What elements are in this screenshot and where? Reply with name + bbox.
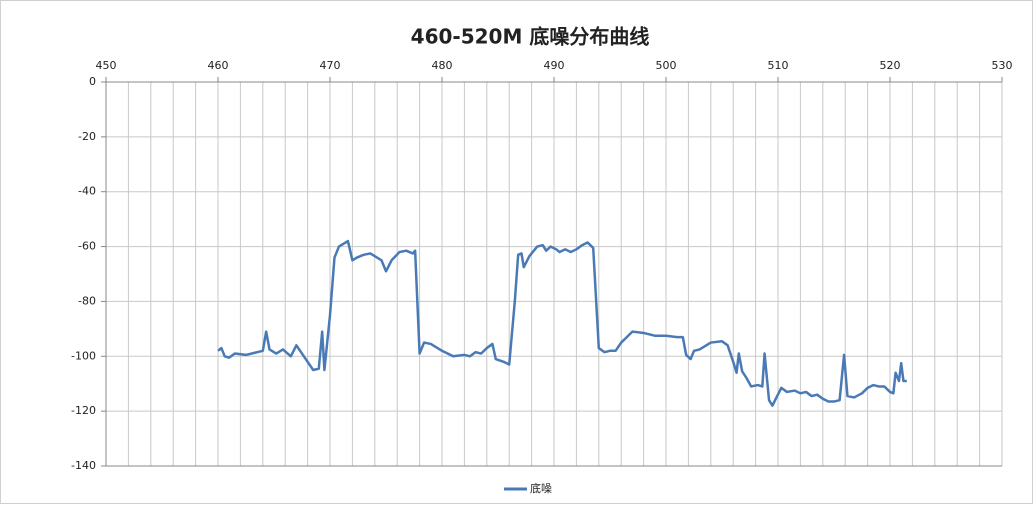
x-tick-label: 500 <box>656 59 677 72</box>
y-tick-label: -40 <box>78 185 96 198</box>
y-tick-label: -120 <box>71 404 96 417</box>
y-tick-label: -100 <box>71 349 96 362</box>
x-tick-label: 450 <box>96 59 117 72</box>
chart-title: 460-520M 底噪分布曲线 <box>411 25 650 49</box>
series-line <box>217 239 907 407</box>
x-tick-label: 470 <box>320 59 341 72</box>
legend-label: 底噪 <box>530 481 552 495</box>
y-tick-label: -80 <box>78 294 96 307</box>
x-tick-label: 480 <box>432 59 453 72</box>
x-tick-label: 490 <box>544 59 565 72</box>
y-tick-label: -20 <box>78 130 96 143</box>
x-tick-label: 510 <box>768 59 789 72</box>
x-tick-label: 460 <box>208 59 229 72</box>
y-tick-label: -60 <box>78 240 96 253</box>
y-tick-label: -140 <box>71 459 96 472</box>
x-tick-label: 530 <box>992 59 1013 72</box>
y-tick-label: 0 <box>89 75 96 88</box>
x-tick-label: 520 <box>880 59 901 72</box>
